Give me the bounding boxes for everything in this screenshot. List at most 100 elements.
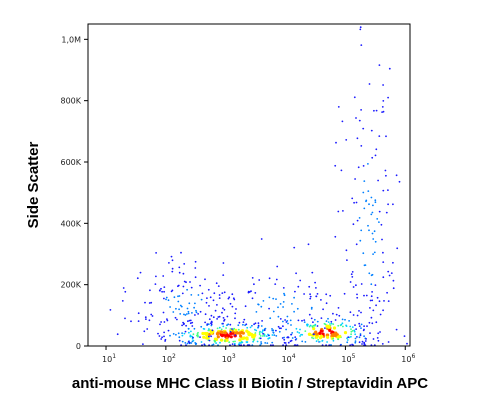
data-point: [214, 309, 217, 312]
data-point: [365, 294, 368, 297]
data-point: [208, 328, 210, 330]
x-tick-base: 10: [401, 355, 411, 364]
data-point: [170, 255, 173, 258]
data-point: [232, 340, 235, 343]
data-point: [354, 333, 357, 336]
data-point: [238, 321, 241, 324]
data-point: [363, 325, 365, 327]
data-point: [377, 179, 379, 182]
data-point: [355, 328, 357, 330]
data-point: [352, 286, 355, 288]
data-point: [335, 141, 337, 144]
x-tick-base: 10: [222, 355, 232, 364]
data-point: [361, 343, 363, 345]
data-point: [354, 337, 357, 340]
data-point: [382, 309, 384, 312]
data-point: [223, 331, 227, 335]
data-point: [204, 278, 206, 281]
data-point: [229, 335, 233, 339]
data-point: [368, 272, 371, 275]
data-point: [371, 211, 374, 214]
data-point: [303, 293, 305, 295]
data-point: [304, 330, 307, 332]
data-point: [165, 296, 168, 299]
data-point: [312, 321, 314, 324]
data-point: [332, 339, 335, 342]
data-point: [195, 309, 197, 312]
x-tick-label: 103: [222, 353, 236, 364]
data-point: [392, 261, 394, 264]
data-point: [347, 336, 350, 339]
x-tick-label: 105: [341, 353, 355, 364]
data-point: [262, 300, 265, 302]
data-point: [358, 322, 361, 325]
data-point: [353, 329, 356, 332]
data-point: [190, 286, 193, 289]
data-point: [341, 318, 344, 321]
data-point: [282, 287, 285, 289]
y-axis-label: Side Scatter: [25, 141, 42, 228]
data-point: [289, 319, 292, 322]
data-point: [342, 210, 344, 212]
data-point: [268, 307, 270, 310]
data-point: [262, 335, 264, 337]
data-point: [356, 336, 358, 338]
data-point: [286, 320, 289, 322]
data-point: [376, 218, 379, 220]
data-point: [150, 313, 153, 316]
data-point: [351, 330, 354, 332]
plot-frame: [87, 23, 411, 347]
data-point: [214, 340, 217, 342]
data-point: [262, 332, 264, 335]
data-point: [226, 324, 228, 327]
data-point: [360, 311, 362, 314]
data-point: [363, 328, 365, 331]
data-point: [163, 286, 166, 288]
data-point: [307, 323, 309, 326]
data-point: [358, 336, 361, 339]
data-point: [381, 238, 383, 241]
data-point: [222, 307, 224, 310]
data-point: [259, 335, 262, 337]
data-point: [189, 335, 192, 338]
data-point: [151, 315, 154, 317]
data-point: [245, 329, 249, 333]
data-point: [272, 331, 275, 334]
data-point: [181, 332, 184, 334]
data-point: [216, 304, 218, 306]
data-point: [387, 96, 389, 99]
data-point: [334, 164, 337, 167]
data-point: [244, 305, 247, 308]
data-point: [310, 317, 313, 320]
data-point: [254, 322, 257, 325]
data-point: [184, 314, 187, 316]
data-point: [387, 270, 390, 273]
data-point: [178, 271, 181, 274]
data-point: [372, 238, 375, 240]
data-point: [290, 324, 292, 326]
data-point: [312, 333, 315, 336]
data-point: [184, 330, 187, 333]
data-point: [332, 337, 334, 340]
data-point: [370, 295, 373, 298]
data-point: [353, 201, 355, 204]
data-point: [231, 343, 234, 345]
data-point: [202, 327, 205, 330]
data-point: [222, 317, 225, 319]
data-point: [139, 271, 142, 274]
data-point: [312, 337, 315, 340]
data-point: [325, 293, 328, 296]
data-point: [365, 200, 367, 203]
data-point: [370, 196, 373, 199]
data-point: [185, 324, 188, 327]
data-point: [346, 339, 349, 341]
data-point: [309, 295, 312, 298]
data-point: [172, 311, 175, 313]
data-point: [326, 335, 330, 339]
data-point: [274, 283, 277, 285]
data-point: [213, 292, 216, 295]
data-point: [356, 219, 359, 222]
data-point: [251, 324, 253, 327]
data-point: [378, 64, 381, 66]
data-point: [272, 310, 275, 313]
